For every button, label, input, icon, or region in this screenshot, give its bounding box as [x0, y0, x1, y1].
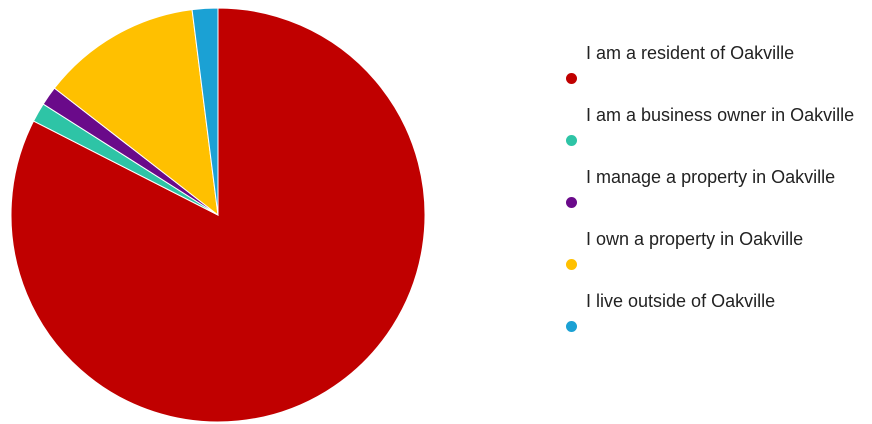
legend-item: I am a business owner in Oakville	[566, 104, 866, 156]
pie-slice	[191, 7, 219, 216]
legend-label: I manage a property in Oakville	[586, 167, 836, 187]
legend-label: I live outside of Oakville	[586, 291, 776, 311]
legend-label: I am a resident of Oakville	[586, 43, 795, 63]
legend-marker-icon	[566, 259, 577, 270]
legend-label: I am a business owner in Oakville	[586, 105, 855, 125]
legend-item: I manage a property in Oakville	[566, 166, 866, 218]
legend-label: I own a property in Oakville	[586, 229, 804, 249]
legend-marker-icon	[566, 73, 577, 84]
legend-marker-icon	[566, 197, 577, 208]
legend-item: I am a resident of Oakville	[566, 42, 866, 94]
legend-marker-icon	[566, 135, 577, 146]
legend: I am a resident of Oakville I am a busin…	[566, 42, 866, 352]
legend-item: I live outside of Oakville	[566, 290, 866, 342]
pie-slices	[10, 7, 426, 423]
legend-marker-icon	[566, 321, 577, 332]
pie-slice	[53, 9, 219, 217]
legend-item: I own a property in Oakville	[566, 228, 866, 280]
pie-slice	[10, 7, 426, 423]
